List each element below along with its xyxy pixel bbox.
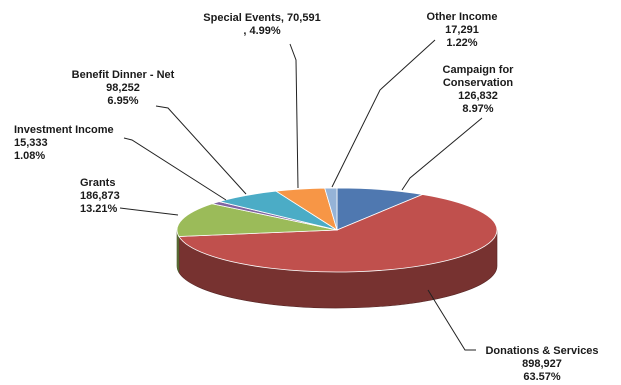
slice-other-income xyxy=(324,187,338,231)
leader-line-grants xyxy=(119,207,179,216)
label-value: 126,832 xyxy=(458,90,498,102)
label-percent: 1.08% xyxy=(14,150,45,162)
label-value: 186,873 xyxy=(80,190,120,202)
label-percent: 8.97% xyxy=(462,103,493,115)
leader-line-donations-services xyxy=(427,289,476,351)
leader-line-benefit-dinner-net xyxy=(155,105,247,195)
label-percent: 1.22% xyxy=(446,37,477,49)
label-text: Special Events, 70,591 xyxy=(203,12,320,24)
leader-line-investment-income xyxy=(123,137,227,201)
leader-line-campaign-for-conservation xyxy=(401,117,483,191)
label-name: Other Income xyxy=(427,11,498,23)
label-text: , 4.99% xyxy=(243,25,281,37)
label-percent: 13.21% xyxy=(80,203,118,215)
label-value: 98,252 xyxy=(106,82,140,94)
leader-line-special-events xyxy=(289,43,299,189)
slice-donations-services xyxy=(178,194,498,273)
label-text: Campaign for xyxy=(443,64,515,76)
label-text: Conservation xyxy=(443,77,514,89)
label-name: Benefit Dinner - Net xyxy=(72,69,175,81)
slice-grants xyxy=(176,203,338,237)
label-value: 15,333 xyxy=(14,137,48,149)
label-name: Investment Income xyxy=(14,124,114,136)
leader-line-other-income xyxy=(331,39,436,188)
label-percent: 63.57% xyxy=(523,371,561,383)
slice-campaign-for-conservation xyxy=(336,187,424,231)
label-name: Grants xyxy=(80,177,115,189)
label-name: Donations & Services xyxy=(485,345,598,357)
label-value: 898,927 xyxy=(522,358,562,370)
data-label-special-events: Special Events, 70,591, 4.99% xyxy=(203,12,320,37)
label-value: 17,291 xyxy=(445,24,479,36)
label-percent: 6.95% xyxy=(107,95,138,107)
